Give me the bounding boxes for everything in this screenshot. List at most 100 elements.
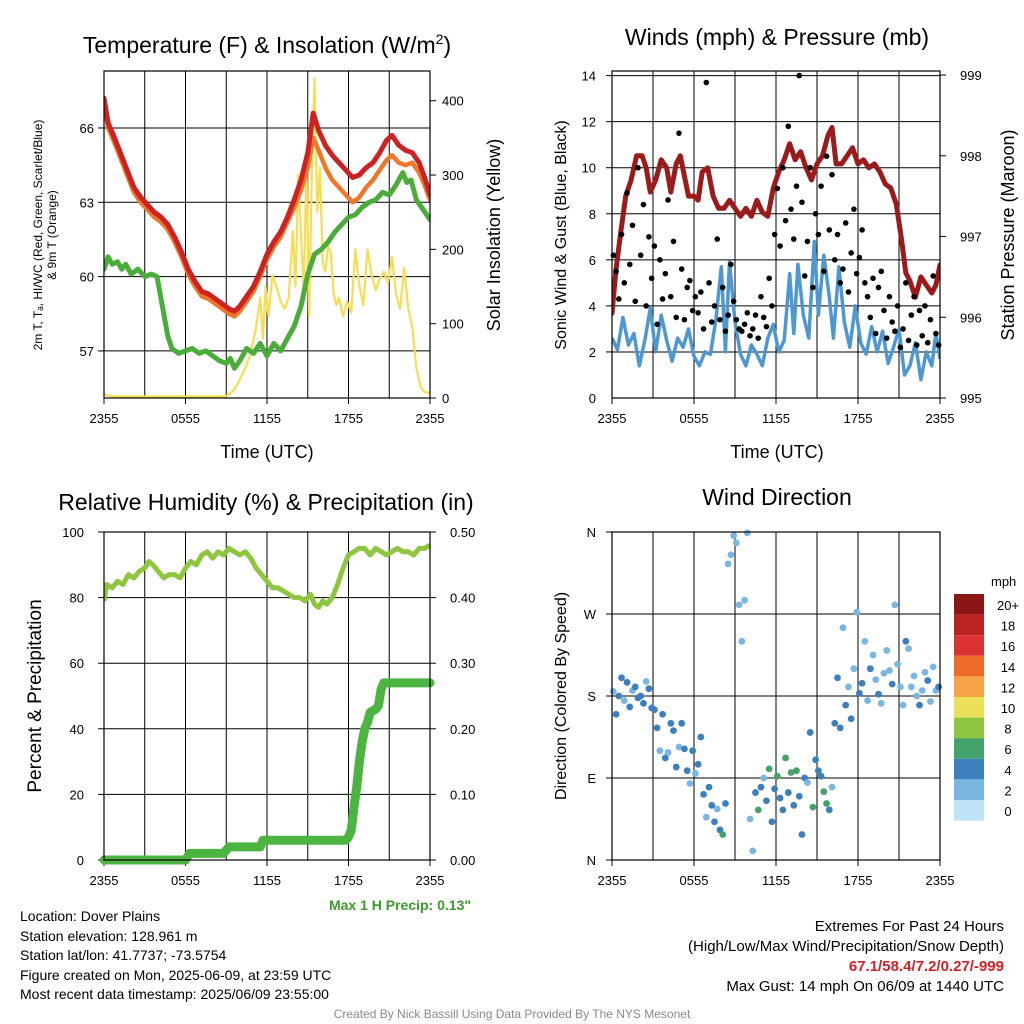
- wind-gust-point: [651, 243, 658, 249]
- wind-gust-point: [777, 243, 783, 249]
- dir-point: [905, 645, 912, 653]
- wind-gust-point: [799, 199, 805, 206]
- dir-point: [864, 697, 871, 704]
- wind-gust-point: [681, 316, 688, 323]
- wind-xlabel: Time (UTC): [730, 442, 823, 462]
- dir-point: [918, 687, 926, 694]
- wind-gust-point: [851, 206, 857, 212]
- dir-point: [637, 692, 645, 700]
- wind-gust-point: [840, 266, 846, 272]
- wind-gust-point: [834, 231, 841, 238]
- wind-gust-point: [719, 284, 726, 291]
- speed-legend: mph 20+ 18 16 14 12 10 8 6 4 2 0: [954, 574, 1019, 821]
- wind-gust-point: [766, 275, 772, 282]
- wind-gust-point: [769, 303, 775, 309]
- rh-series-humidity: [104, 542, 430, 610]
- wind-series-speed: [612, 239, 940, 382]
- dir-point: [850, 665, 858, 673]
- location-text: Location: Dover Plains: [20, 908, 161, 924]
- wind-gust-point: [862, 280, 868, 286]
- wind-gust-point: [903, 280, 909, 286]
- wind-gust-point: [711, 303, 718, 309]
- dir-point: [804, 779, 811, 786]
- dir-point: [888, 680, 896, 688]
- temp-frame: [103, 70, 431, 399]
- dir-point: [768, 818, 776, 826]
- wind-gust-point: [763, 323, 770, 330]
- dir-point: [722, 800, 729, 807]
- wind-gust-points: [610, 72, 942, 351]
- dir-point: [842, 701, 850, 709]
- wind-gust-point: [747, 333, 753, 339]
- wind-ylabel-left: Sonic Wind & Gust (Blue, Black): [553, 120, 570, 349]
- rh-ytick-right-label: 0.00: [450, 853, 475, 868]
- wind-gust-point: [807, 164, 813, 171]
- wind-xtick-label: 1155: [762, 411, 790, 426]
- wind-gust-point: [613, 268, 619, 275]
- dir-point: [771, 785, 779, 793]
- dir-point: [686, 780, 694, 787]
- latlon-text: Station lat/lon: 41.7737; -73.5754: [20, 947, 227, 963]
- wind-ytick-label: 14: [582, 69, 596, 84]
- recent-text: Most recent data timestamp: 2025/06/09 2…: [20, 986, 329, 1002]
- dir-point: [817, 772, 825, 780]
- wind-gust-point: [689, 307, 696, 314]
- dir-point: [645, 685, 653, 693]
- wind-gust-point: [905, 337, 912, 344]
- rh-frame: [103, 531, 431, 861]
- dir-point: [839, 624, 847, 632]
- wind-ytick-label: 12: [582, 115, 596, 130]
- temp-ytick-right-label: 200: [442, 242, 464, 257]
- dir-point: [886, 667, 893, 674]
- wind-xtick-label: 2355: [926, 411, 955, 426]
- dir-point: [659, 710, 666, 718]
- legend-swatch: [954, 697, 984, 718]
- wind-gust-point: [793, 183, 800, 189]
- wind-ytick-label: 6: [589, 253, 596, 268]
- dir-xtick-label: 0555: [680, 873, 709, 888]
- wind-gust-point: [635, 164, 641, 171]
- wind-gust-point: [804, 238, 811, 245]
- dir-point: [812, 756, 820, 764]
- dir-point: [727, 551, 735, 559]
- wind-gust-point: [749, 326, 756, 332]
- temp-xtick-label: 1155: [253, 411, 281, 426]
- legend-label: 14: [1001, 660, 1015, 675]
- dir-point: [929, 663, 937, 671]
- wind-ytick-right-label: 998: [960, 149, 982, 164]
- wind-gust-point: [648, 275, 655, 282]
- wind-xtick-label: 0555: [680, 411, 709, 426]
- dir-point: [853, 608, 861, 616]
- dir-point: [702, 813, 710, 821]
- dir-point: [700, 791, 707, 798]
- legend-label: 18: [1001, 619, 1015, 634]
- wind-gust-point: [703, 79, 710, 86]
- temp-title: Temperature (F) & Insolation (W/m2): [83, 31, 451, 58]
- dir-point: [773, 772, 781, 780]
- temp-ytick-right-label: 0: [442, 391, 449, 406]
- dir-point: [640, 699, 647, 707]
- legend-label: 12: [1001, 680, 1015, 695]
- wind-gust-point: [878, 268, 885, 275]
- dir-point: [675, 743, 683, 751]
- wind-gust-point: [659, 296, 666, 302]
- wind-ytick-label: 10: [582, 161, 596, 176]
- wind-gust-point: [922, 303, 928, 309]
- rh-ytick-label: 60: [70, 656, 84, 671]
- dir-point: [875, 690, 882, 698]
- wind-gust-point: [728, 261, 734, 268]
- wind-gust-point: [848, 250, 854, 256]
- wind-gust-point: [706, 280, 712, 286]
- dir-point: [913, 692, 921, 700]
- dir-point: [880, 669, 888, 677]
- dir-point: [653, 724, 661, 732]
- wind-gust-point: [933, 330, 939, 337]
- wind-gust-point: [796, 72, 803, 79]
- legend-swatch: [954, 758, 984, 780]
- legend-label: 16: [1001, 639, 1015, 654]
- temp-xtick-label: 2355: [90, 411, 119, 426]
- dir-xtick-label: 1155: [762, 873, 790, 888]
- dir-point: [790, 801, 798, 809]
- dir-point: [916, 701, 923, 709]
- wind-gust-point: [755, 335, 762, 341]
